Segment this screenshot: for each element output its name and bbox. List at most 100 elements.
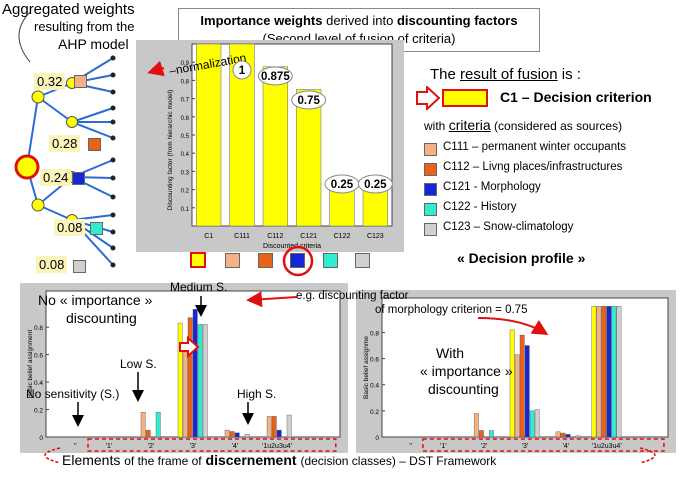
right-xtick-blank: " bbox=[409, 443, 412, 450]
left-bar-c111-1 bbox=[140, 412, 146, 438]
aggregation-title: Aggregated weights bbox=[2, 1, 135, 18]
left-bar-c111-4 bbox=[266, 416, 272, 438]
top-xtick-c1: C1 bbox=[204, 233, 213, 240]
top-ytick-label: 0.1 bbox=[181, 207, 190, 213]
left-bar-c121-2 bbox=[192, 309, 198, 438]
caption-part2: of the frame of bbox=[124, 454, 202, 468]
annot-no-importance-1: No « importance » bbox=[38, 292, 153, 308]
right-xtick-2: '3' bbox=[522, 443, 529, 450]
criteria-underlined: criteria bbox=[448, 117, 491, 133]
left-ytick-label: 0.2 bbox=[34, 408, 43, 415]
fusion-underlined: result of fusion bbox=[460, 66, 558, 83]
left-bar-c111-2 bbox=[182, 351, 188, 438]
top-xtick-c121: C121 bbox=[300, 233, 317, 240]
legend-swatch-c122 bbox=[424, 203, 437, 216]
right-bar-c121-2 bbox=[524, 345, 530, 438]
value-bubble bbox=[357, 174, 393, 194]
top-ytick-label: 0.6 bbox=[181, 116, 190, 122]
right-bar-c112-1 bbox=[478, 430, 484, 438]
title-mid: derived into bbox=[326, 13, 394, 28]
value-label: 0.75 bbox=[297, 95, 320, 107]
right-bar-c111-2 bbox=[514, 354, 520, 438]
right-bar-c112-3 bbox=[560, 432, 566, 438]
right-ytick-label: 0.4 bbox=[370, 383, 379, 390]
caption-part3: discernement bbox=[205, 452, 297, 468]
left-xtick-4: '1u2u3u4' bbox=[262, 443, 292, 450]
top-ytick-label: 0.8 bbox=[181, 79, 190, 85]
annot-no-importance-2: discounting bbox=[66, 310, 137, 326]
swatch-c123 bbox=[355, 253, 370, 268]
legend-label-c121: C121 - Morphology bbox=[443, 181, 541, 193]
top-ytick-label: 0.5 bbox=[181, 134, 190, 140]
annot-with-2: « importance » bbox=[420, 363, 513, 379]
right-bar-c122-2 bbox=[529, 410, 535, 438]
left-frame-box bbox=[87, 438, 337, 452]
right-bar-c111-4 bbox=[596, 306, 602, 438]
top-xlabel: Discounted criteria bbox=[263, 243, 321, 250]
caption-part4: (decision classes) – DST Framework bbox=[300, 454, 497, 468]
legend-swatch-c111 bbox=[424, 143, 437, 156]
left-bar-c112-3 bbox=[229, 431, 235, 438]
decision-arrow-icon bbox=[416, 86, 488, 110]
right-bar-c123-4 bbox=[616, 306, 622, 438]
legend-label-c123: C123 – Snow-climatology bbox=[443, 221, 574, 233]
aggregation-subtitle-1: resulting from the bbox=[34, 19, 135, 34]
top-plot-area bbox=[191, 43, 393, 227]
value-bubble bbox=[291, 90, 327, 110]
top-xtick-c123: C123 bbox=[367, 233, 384, 240]
left-xtick-1: '2' bbox=[148, 443, 155, 450]
left-bar-c112-2 bbox=[187, 317, 193, 438]
highlight-ring-c121 bbox=[282, 245, 314, 277]
right-bar-c112-2 bbox=[519, 334, 525, 438]
right-bar-c123-2 bbox=[534, 409, 540, 438]
right-ylabel: Basic belief assignme bbox=[363, 336, 370, 399]
value-label: 0.25 bbox=[364, 179, 387, 191]
top-bar-c112 bbox=[262, 66, 288, 227]
annot-with-3: discounting bbox=[428, 381, 499, 397]
criteria-prefix: with bbox=[424, 119, 446, 133]
left-xtick-3: '4' bbox=[232, 443, 239, 450]
aggregation-subtitle-2: AHP model bbox=[58, 36, 129, 52]
right-bar-c122-4 bbox=[611, 306, 617, 438]
fusion-suffix: is : bbox=[561, 66, 581, 83]
top-xtick-c122: C122 bbox=[334, 233, 351, 240]
weight-swatch-c112 bbox=[88, 138, 101, 151]
left-ytick-label: 0.8 bbox=[34, 325, 43, 332]
left-ytick-label: 0.4 bbox=[34, 380, 43, 387]
left-ytick-label: 0.6 bbox=[34, 353, 43, 360]
top-xtick-c112: C112 bbox=[267, 233, 283, 240]
right-bar-c121-3 bbox=[565, 434, 571, 438]
fusion-heading: The result of fusion is : bbox=[430, 66, 581, 83]
left-bar-c122-1 bbox=[155, 412, 161, 438]
left-bar-c123-4 bbox=[286, 414, 292, 438]
right-bar-c121-4 bbox=[606, 306, 612, 438]
weight-swatch-c122 bbox=[90, 222, 103, 235]
weight-swatch-c111 bbox=[74, 75, 87, 88]
annot-low: Low S. bbox=[120, 357, 157, 371]
title-bold-2: discounting factors bbox=[396, 13, 518, 28]
right-bar-c1-4 bbox=[591, 306, 597, 438]
legend-label-c122: C122 - History bbox=[443, 201, 517, 213]
criteria-suffix: (considered as sources) bbox=[494, 119, 623, 133]
annot-eg-2: of morphology criterion = 0.75 bbox=[375, 304, 528, 316]
left-bar-c121-3 bbox=[234, 432, 240, 438]
top-chart: C1 C111 C112 C121 C122 C123 0.1 0.2 0.3 0.4 0.5 0.6… bbox=[167, 43, 393, 250]
right-ytick-label: 0 bbox=[375, 435, 379, 442]
top-xtick-c111: C111 bbox=[234, 233, 250, 240]
left-xtick-0: '1' bbox=[106, 443, 113, 450]
right-ytick-label: 0.8 bbox=[370, 330, 379, 337]
legend-label-c111: C111 – permanent winter occupants bbox=[443, 141, 627, 153]
annot-eg-1: e.g. discounting factor bbox=[296, 290, 409, 302]
weight-label-c123: 0.08 bbox=[36, 256, 68, 273]
left-bar-c122-2 bbox=[197, 324, 203, 438]
fusion-prefix: The bbox=[430, 66, 456, 83]
top-ytick-label: 0.2 bbox=[181, 189, 190, 195]
right-bar-c123-3 bbox=[575, 435, 581, 438]
left-bar-c123-2 bbox=[202, 324, 208, 438]
legend-swatch-c112 bbox=[424, 163, 437, 176]
left-xtick-blank: " bbox=[74, 443, 77, 450]
swatch-c122 bbox=[323, 253, 338, 268]
top-ylabel: Discounting factor (from hierarchic mode… bbox=[167, 90, 174, 211]
weight-swatch-c123 bbox=[73, 260, 86, 273]
right-frame-box bbox=[422, 438, 665, 452]
